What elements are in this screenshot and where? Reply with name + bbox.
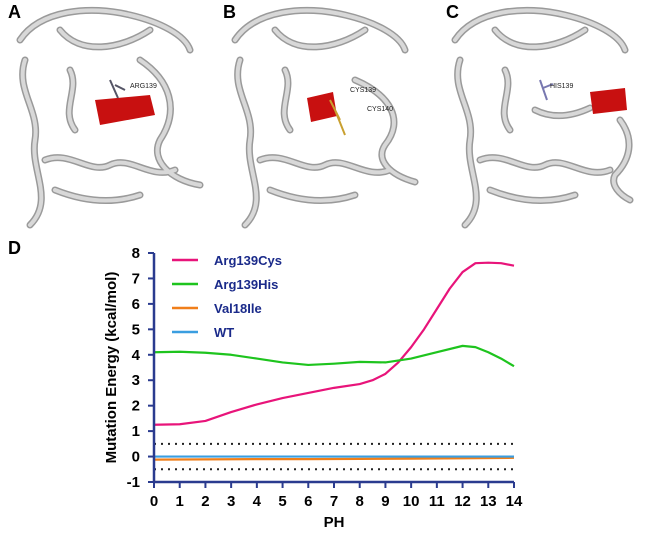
x-tick-label: 6 [304, 493, 312, 510]
protein-structure-a: ARG139 [16, 6, 204, 229]
legend-label: Val18Ile [214, 301, 262, 316]
series-line-arg139cys [153, 261, 515, 426]
x-tick-label: 8 [356, 493, 364, 510]
x-tick-label: 14 [506, 493, 523, 510]
legend-label: WT [214, 325, 234, 340]
x-tick-label: 3 [227, 493, 235, 510]
protein-structure-c: HIS139 [451, 6, 634, 229]
y-tick-label: 8 [132, 245, 140, 262]
panel-b-letter: B [223, 2, 236, 22]
x-tick-label: 0 [150, 493, 158, 510]
protein-structure-b: CYS139 CYS140 [231, 6, 419, 229]
series-line-val18ile [153, 456, 515, 461]
x-tick-label: 2 [201, 493, 209, 510]
highlight-helix-a [95, 95, 155, 125]
series-lines [153, 261, 515, 461]
x-tick-label: 10 [403, 493, 420, 510]
x-tick-label: 4 [253, 493, 262, 510]
legend-label: Arg139His [214, 277, 278, 292]
y-axis-title: Mutation Energy (kcal/mol) [103, 272, 120, 464]
legend: Arg139Cys Arg139His Val18Ile WT [172, 253, 282, 340]
highlight-helix-b [307, 92, 337, 122]
panel-a-letter: A [8, 2, 21, 22]
axes [152, 253, 514, 484]
x-tick-label: 12 [454, 493, 471, 510]
y-tick-label: 5 [132, 321, 140, 338]
series-line-arg139his [153, 344, 515, 368]
y-tick-label: 2 [132, 398, 140, 415]
residue-label-a: ARG139 [130, 83, 157, 90]
x-tick-label: 13 [480, 493, 497, 510]
residue-label-c: HIS139 [550, 83, 573, 90]
y-tick-label: 3 [132, 372, 140, 389]
legend-label: Arg139Cys [214, 253, 282, 268]
x-tick-label: 9 [381, 493, 389, 510]
panel-c-letter: C [446, 2, 459, 22]
y-tick-label: 6 [132, 296, 140, 313]
y-tick-label: 1 [132, 423, 140, 440]
y-tick-label: 0 [132, 449, 140, 466]
x-tick-label: 5 [278, 493, 286, 510]
x-tick-label: 7 [330, 493, 338, 510]
y-tick-label: 7 [132, 270, 140, 287]
panel-d-letter: D [8, 238, 21, 258]
x-axis-title: PH [324, 514, 345, 531]
x-tick-label: 11 [429, 493, 445, 510]
residue-label-b2: CYS140 [367, 106, 393, 113]
y-tick-label: 4 [132, 347, 141, 364]
residue-label-b1: CYS139 [350, 87, 376, 94]
y-tick-label: -1 [127, 474, 140, 491]
highlight-helix-c [590, 88, 627, 114]
x-tick-label: 1 [176, 493, 184, 510]
